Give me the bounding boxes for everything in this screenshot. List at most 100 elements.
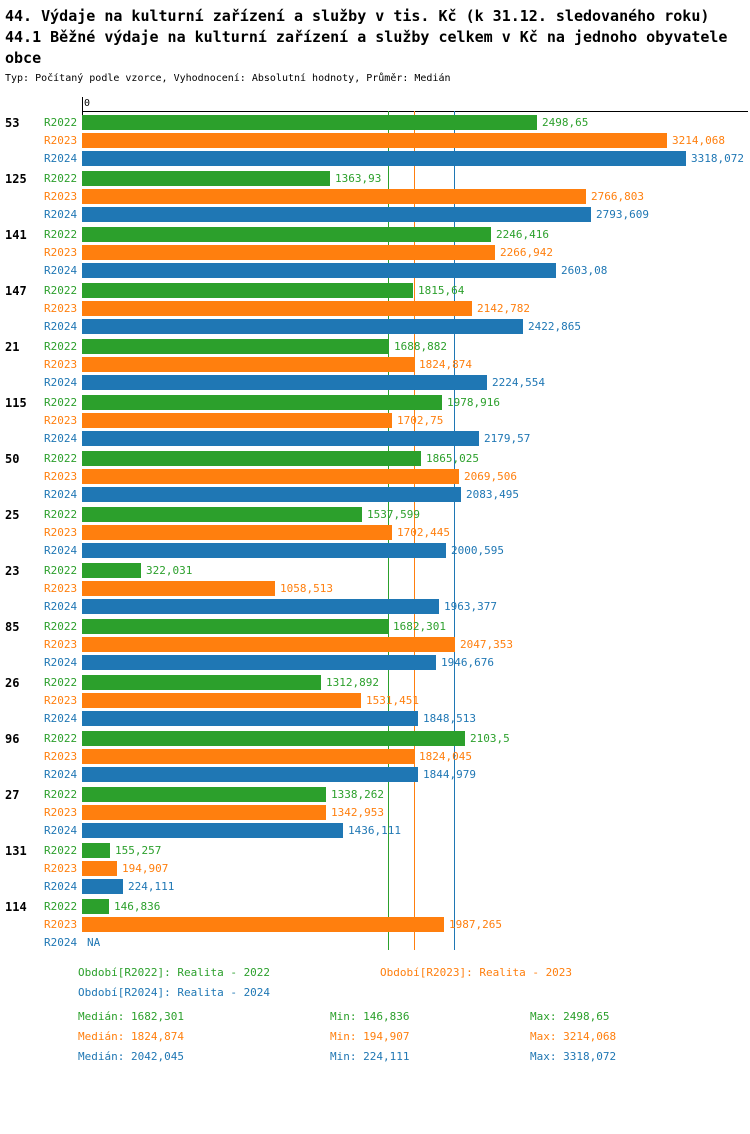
bar-track: 194,907: [82, 861, 750, 876]
series-label: R2023: [44, 862, 78, 875]
plot-area: 53 R2022 2498,65 R2023 3214,068 R2024 3318,072…: [0, 97, 750, 950]
bar: [82, 543, 446, 558]
series-label: R2023: [44, 414, 78, 427]
stat-median-r2022: Medián: 1682,301: [78, 1010, 184, 1023]
bar-track: 2498,65: [82, 115, 750, 130]
series-label: R2023: [44, 918, 78, 931]
group-label: 96: [5, 731, 20, 746]
bar: [82, 339, 389, 354]
bar-value-label: 2793,609: [596, 208, 649, 221]
bar-track: 1338,262: [82, 787, 750, 802]
bar-track: 2103,5: [82, 731, 750, 746]
bar-value-label: 146,836: [114, 900, 161, 913]
bar-group-147: 147 R2022 1815,64 R2023 2142,782 R2024 2422,86…: [0, 283, 750, 334]
series-label: R2023: [44, 582, 78, 595]
bar-row: R2024 1436,111: [0, 823, 750, 838]
bar: [82, 189, 586, 204]
bar-row: 131 R2022 155,257: [0, 843, 750, 858]
series-label: R2022: [44, 844, 78, 857]
bar-value-label: 1688,882: [394, 340, 447, 353]
bar-group-141: 141 R2022 2246,416 R2023 2266,942 R2024 2603,0…: [0, 227, 750, 278]
chart-subtitle: Typ: Počítaný podle vzorce, Vyhodnocení:…: [5, 73, 451, 84]
bar-row: R2023 2069,506: [0, 469, 750, 484]
bar-group-131: 131 R2022 155,257 R2023 194,907 R2024 224,111: [0, 843, 750, 894]
series-label: R2022: [44, 228, 78, 241]
bar-value-label: 2766,803: [591, 190, 644, 203]
bar-value-label: 2266,942: [500, 246, 553, 259]
bar-track: 1815,64: [82, 283, 750, 298]
chart-title-line1: 44. Výdaje na kulturní zařízení a služby…: [5, 7, 710, 25]
series-label: R2022: [44, 172, 78, 185]
bar: [82, 487, 461, 502]
group-label: 25: [5, 507, 20, 522]
bar-row: R2024 2793,609: [0, 207, 750, 222]
series-label: R2023: [44, 694, 78, 707]
series-label: R2023: [44, 246, 78, 259]
bar-value-label: 2246,416: [496, 228, 549, 241]
axis-zero-label: 0: [84, 98, 91, 109]
bar-row: R2023 2047,353: [0, 637, 750, 652]
series-label: R2022: [44, 508, 78, 521]
bar: [82, 115, 537, 130]
stat-max-r2023: Max: 3214,068: [530, 1030, 617, 1043]
bar-row: R2024 2083,495: [0, 487, 750, 502]
bar-row: R2023 3214,068: [0, 133, 750, 148]
bar: [82, 599, 439, 614]
group-label: 26: [5, 675, 20, 690]
bar: [82, 301, 472, 316]
series-label: R2024: [44, 488, 78, 501]
bar-value-label: 224,111: [128, 880, 175, 893]
bar-value-label: 1702,75: [397, 414, 444, 427]
bar-chart: 0 53 R2022 2498,65 R2023 3214,068 R2024 3318,0…: [0, 89, 750, 950]
bar-row: 147 R2022 1815,64: [0, 283, 750, 298]
bar: [82, 879, 123, 894]
bar-value-label: 1702,445: [397, 526, 450, 539]
bar-value-label: 1058,513: [280, 582, 333, 595]
bar: [82, 451, 421, 466]
bar-value-label: 1537,599: [367, 508, 420, 521]
summary-stats: Medián: 1682,301 Min: 146,836 Max: 2498,…: [78, 1010, 750, 1063]
series-label: R2022: [44, 788, 78, 801]
bar-track: 1987,265: [82, 917, 750, 932]
bar-row: 85 R2022 1682,301: [0, 619, 750, 634]
bar-row: R2024 1848,513: [0, 711, 750, 726]
bar-track: 2422,865: [82, 319, 750, 334]
bar: [82, 357, 414, 372]
series-label: R2022: [44, 452, 78, 465]
bar-group-23: 23 R2022 322,031 R2023 1058,513 R2024 1963,377: [0, 563, 750, 614]
bar-track: 2766,803: [82, 189, 750, 204]
bar-value-label: 322,031: [146, 564, 193, 577]
bar-track: 224,111: [82, 879, 750, 894]
bar-track: 2603,08: [82, 263, 750, 278]
bar-value-label: 1865,025: [426, 452, 479, 465]
axis-header: 0: [0, 89, 750, 111]
bar-row: R2023 1824,045: [0, 749, 750, 764]
bar-row: R2024 224,111: [0, 879, 750, 894]
bar-value-label: 2047,353: [460, 638, 513, 651]
series-label: R2024: [44, 432, 78, 445]
bar: [82, 655, 436, 670]
bar-track: 1436,111: [82, 823, 750, 838]
bar-track: 1946,676: [82, 655, 750, 670]
bar-row: R2023 194,907: [0, 861, 750, 876]
bar-row: R2024 1844,979: [0, 767, 750, 782]
series-label: R2023: [44, 750, 78, 763]
series-label: R2022: [44, 564, 78, 577]
stat-min-r2024: Min: 224,111: [330, 1050, 410, 1063]
stat-min-r2023: Min: 194,907: [330, 1030, 410, 1043]
bar-value-label: 1815,64: [418, 284, 465, 297]
stat-max-r2022: Max: 2498,65: [530, 1010, 610, 1023]
bar-row: R2023 1987,265: [0, 917, 750, 932]
series-label: R2024: [44, 544, 78, 557]
series-label: R2023: [44, 806, 78, 819]
bar-track: 1824,045: [82, 749, 750, 764]
bar-group-21: 21 R2022 1688,882 R2023 1824,874 R2024 2224,55…: [0, 339, 750, 390]
bar-value-label: 1848,513: [423, 712, 476, 725]
bar-track: 2047,353: [82, 637, 750, 652]
stat-max-r2024: Max: 3318,072: [530, 1050, 617, 1063]
bar: [82, 675, 321, 690]
bar: [82, 413, 392, 428]
series-label: R2022: [44, 732, 78, 745]
bar-track: 1537,599: [82, 507, 750, 522]
bar-row: R2024 NA: [0, 935, 750, 950]
